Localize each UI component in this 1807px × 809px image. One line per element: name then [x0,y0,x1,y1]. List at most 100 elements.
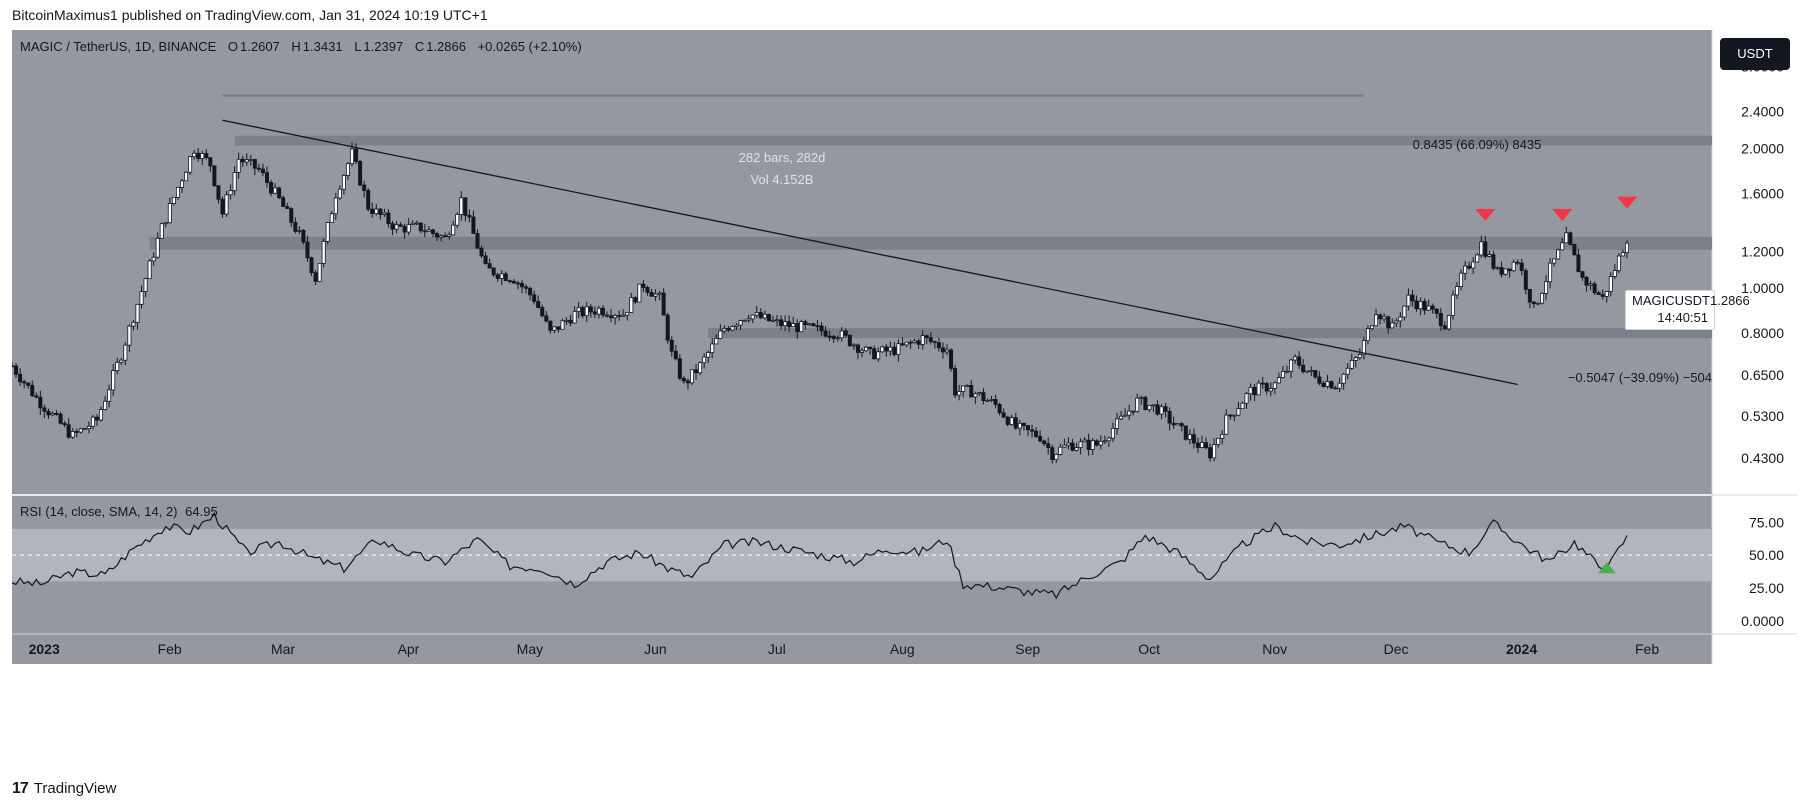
candle [398,222,403,227]
candle-body [560,320,565,330]
candle [1378,313,1383,325]
candle-body [228,190,233,196]
candle [1042,439,1047,447]
candle [447,231,452,240]
candle-body [843,330,848,336]
candle-body [1560,242,1565,251]
candle-body [896,343,901,355]
candle [455,212,460,229]
time-tick-label-4: May [517,641,543,657]
candle [507,279,512,284]
candle-body [1552,258,1557,264]
candle-body [734,324,739,327]
candle [309,256,314,277]
candle [710,338,715,358]
candle [58,411,63,425]
candle-body [1110,428,1115,439]
candle-body [1596,292,1601,295]
candle [46,408,51,419]
candle [1106,436,1111,447]
candle [1491,250,1496,271]
time-axis[interactable] [12,634,1712,664]
candle [1568,231,1573,246]
footer[interactable]: 17 TradingView [12,776,116,802]
candle [1074,442,1079,452]
candle-body [1106,437,1111,442]
currency-button[interactable]: USDT [1720,38,1790,70]
tradingview-logo: 17 [12,780,29,797]
candle-body [1386,316,1391,329]
candle [95,414,100,426]
candle [1426,299,1431,311]
candle-body [26,382,31,386]
candle-body [159,223,164,239]
candle-body [605,314,610,317]
candle [463,197,468,222]
candle [912,338,917,344]
candle-body [775,319,780,322]
candle-body [730,326,735,331]
candle [1357,348,1362,360]
candle [1163,402,1168,418]
time-tick-label-5: Jun [644,641,667,657]
candle [1171,416,1176,429]
candle [248,155,253,166]
candle [1398,312,1403,328]
candle-body [467,214,472,218]
candle [584,301,589,322]
candle-body [232,172,237,192]
price-pane[interactable] [12,30,1712,494]
candle-body [1171,422,1176,426]
candle [1005,415,1010,427]
candle [758,308,763,319]
candle [184,171,189,182]
candle [1386,315,1391,334]
candle [949,348,954,372]
price-tick-label-1: 2.4000 [1741,104,1784,120]
chart-svg[interactable]: 3.00002.40002.00001.60001.20001.00000.80… [12,30,1797,763]
candle [1345,362,1350,380]
candle-body [14,365,19,375]
candle [1293,354,1298,364]
candle-body [240,158,245,163]
candle-body [949,349,954,369]
candle [706,350,711,363]
candle [82,427,87,430]
candle-body [95,416,100,421]
candle-body [135,303,140,323]
candle-body [46,410,51,416]
candle-body [1475,254,1480,263]
candle-body [171,196,176,204]
candle-body [1297,356,1302,366]
candle-body [1446,315,1451,330]
chart-frame[interactable]: 3.00002.40002.00001.60001.20001.00000.80… [12,30,1797,763]
price-axis[interactable] [1712,30,1797,664]
candle [985,398,990,402]
candle [1155,400,1160,416]
candle-body [1264,383,1269,392]
candle-body [1321,382,1326,387]
candle-body [924,335,929,339]
candle [884,344,889,357]
candle-body [119,359,124,363]
candle-body [1131,410,1136,413]
price-tick-label-3: 1.6000 [1741,185,1784,201]
candle [204,148,209,160]
candle-body [1410,294,1415,302]
candle-body [969,385,974,398]
candle-body [592,311,597,315]
candle [1382,313,1387,323]
candle [1289,358,1294,378]
candle [1317,371,1322,386]
candle [851,343,856,350]
candle-body [402,225,407,233]
candle-body [1503,268,1508,275]
candle-body [1438,312,1443,327]
candle [430,228,435,237]
candle [1204,437,1209,450]
candle-body [1216,437,1221,445]
candle-body [184,171,189,182]
candle [904,341,909,348]
candle-body [244,159,249,163]
candle [99,406,104,422]
